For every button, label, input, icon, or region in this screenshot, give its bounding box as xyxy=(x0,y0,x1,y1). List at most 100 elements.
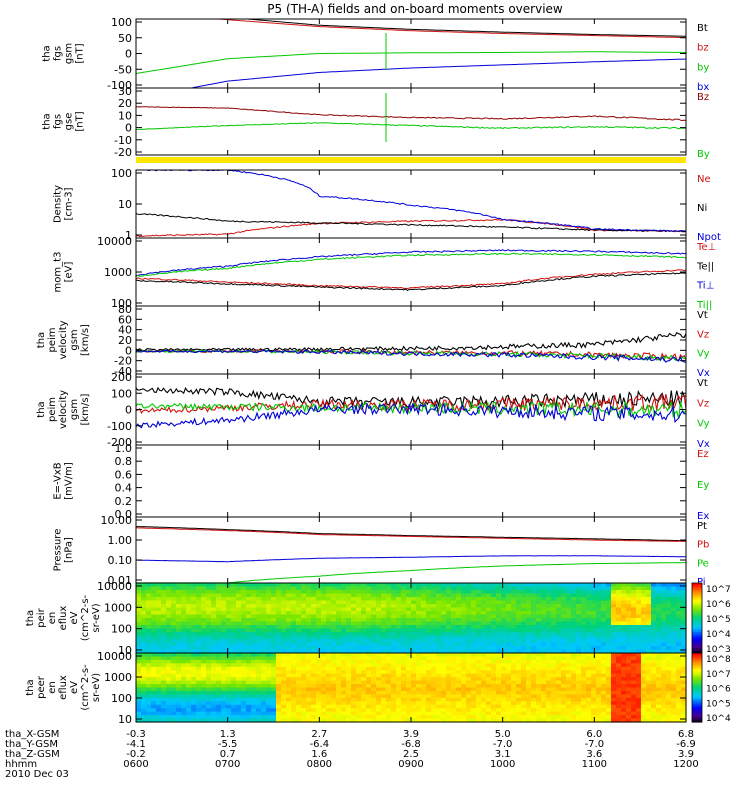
spectrogram-cell xyxy=(496,600,502,605)
spectrogram-cell xyxy=(526,711,532,716)
spectrogram-cell xyxy=(546,687,552,692)
spectrogram-cell xyxy=(471,646,477,651)
spectrogram-cell xyxy=(241,628,247,633)
spectrogram-cell xyxy=(541,604,547,609)
spectrogram-cell xyxy=(146,583,152,588)
spectrogram-cell xyxy=(266,666,272,671)
spectrogram-cell xyxy=(551,607,557,612)
spectrogram-cell xyxy=(276,670,282,675)
spectrogram-cell xyxy=(296,659,302,664)
spectrogram-cell xyxy=(506,659,512,664)
spectrogram-cell xyxy=(246,677,252,682)
spectrogram-cell xyxy=(596,593,602,598)
spectrogram-cell xyxy=(466,677,472,682)
spectrogram-cell xyxy=(426,604,432,609)
spectrogram-cell xyxy=(176,653,182,658)
spectrogram-cell xyxy=(616,715,622,720)
spectrogram-cell xyxy=(661,687,667,692)
spectrogram-cell xyxy=(371,635,377,640)
spectrogram-cell xyxy=(481,639,487,644)
spectrogram-cell xyxy=(456,690,462,695)
spectrogram-cell xyxy=(476,614,482,619)
spectrogram-cell xyxy=(166,670,172,675)
spectrogram-cell xyxy=(316,628,322,633)
spectrogram-cell xyxy=(261,614,267,619)
spectrogram-cell xyxy=(601,600,607,605)
spectrogram-cell xyxy=(156,704,162,709)
spectrogram-cell xyxy=(391,670,397,675)
spectrogram-cell xyxy=(226,621,232,626)
spectrogram-cell xyxy=(571,628,577,633)
spectrogram-cell xyxy=(151,697,157,702)
spectrogram-cell xyxy=(331,718,337,723)
spectrogram-cell xyxy=(521,670,527,675)
spectrogram-cell xyxy=(301,684,307,689)
spectrogram-cell xyxy=(526,697,532,702)
spectrogram-cell xyxy=(656,677,662,682)
spectrogram-cell xyxy=(641,680,647,685)
spectrogram-cell xyxy=(586,673,592,678)
spectrogram-cell xyxy=(236,618,242,623)
spectrogram-cell xyxy=(301,666,307,671)
spectrogram-cell xyxy=(416,715,422,720)
spectrogram-cell xyxy=(591,711,597,716)
spectrogram-cell xyxy=(421,600,427,605)
spectrogram-cell xyxy=(541,704,547,709)
spectrogram-cell xyxy=(336,628,342,633)
spectrogram-cell xyxy=(676,684,682,689)
spectrogram-cell xyxy=(496,694,502,699)
spectrogram-cell xyxy=(146,687,152,692)
spectrogram-cell xyxy=(526,718,532,723)
spectrogram-cell xyxy=(561,718,567,723)
spectrogram-cell xyxy=(456,586,462,591)
spectrogram-cell xyxy=(171,642,177,647)
spectrogram-cell xyxy=(596,690,602,695)
spectrogram-cell xyxy=(186,607,192,612)
spectrogram-cell xyxy=(136,632,142,637)
spectrogram-cell xyxy=(611,666,617,671)
spectrogram-cell xyxy=(516,642,522,647)
spectrogram-cell xyxy=(236,673,242,678)
spectrogram-cell xyxy=(616,673,622,678)
spectrogram-cell xyxy=(576,663,582,668)
spectrogram-cell xyxy=(286,694,292,699)
spectrogram-cell xyxy=(441,621,447,626)
spectrogram-cell xyxy=(401,607,407,612)
spectrogram-cell xyxy=(161,715,167,720)
spectrogram-cell xyxy=(326,597,332,602)
spectrogram-cell xyxy=(671,618,677,623)
spectrogram-cell xyxy=(286,604,292,609)
spectrogram-cell xyxy=(641,690,647,695)
spectrogram-cell xyxy=(166,715,172,720)
spectrogram-cell xyxy=(676,718,682,723)
spectrogram-cell xyxy=(381,649,387,654)
spectrogram-cell xyxy=(666,670,672,675)
spectrogram-cell xyxy=(156,632,162,637)
spectrogram-cell xyxy=(511,701,517,706)
spectrogram-cell xyxy=(596,628,602,633)
spectrogram-cell xyxy=(191,684,197,689)
spectrogram-cell xyxy=(416,600,422,605)
spectrogram-cell xyxy=(561,600,567,605)
spectrogram-cell xyxy=(266,642,272,647)
spectrogram-cell xyxy=(491,628,497,633)
spectrogram-cell xyxy=(681,600,687,605)
spectrogram-cell xyxy=(541,684,547,689)
spectrogram-cell xyxy=(486,653,492,658)
spectrogram-cell xyxy=(566,680,572,685)
spectrogram-cell xyxy=(606,708,612,713)
spectrogram-cell xyxy=(666,690,672,695)
spectrogram-cell xyxy=(356,625,362,630)
spectrogram-cell xyxy=(426,642,432,647)
spectrogram-cell xyxy=(536,642,542,647)
spectrogram-cell xyxy=(416,687,422,692)
spectrogram-cell xyxy=(206,600,212,605)
spectrogram-cell xyxy=(331,687,337,692)
spectrogram-cell xyxy=(461,611,467,616)
spectrogram-cell xyxy=(241,697,247,702)
spectrogram-cell xyxy=(416,635,422,640)
spectrogram-cell xyxy=(166,642,172,647)
spectrogram-cell xyxy=(296,649,302,654)
spectrogram-cell xyxy=(231,708,237,713)
spectrogram-cell xyxy=(301,708,307,713)
